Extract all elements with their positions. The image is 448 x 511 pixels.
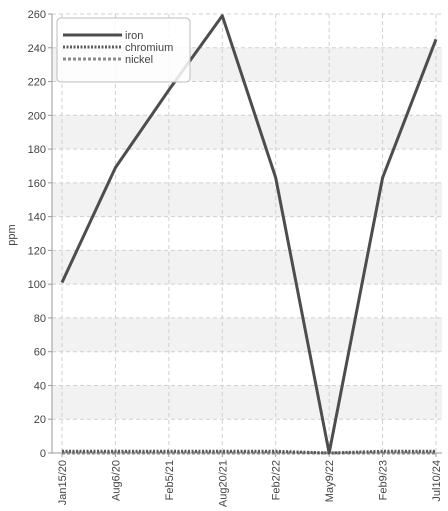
x-tick-label: Jan15/20 bbox=[57, 460, 69, 505]
grid-lines bbox=[52, 13, 442, 453]
y-tick-label: 100 bbox=[28, 279, 46, 291]
y-tick-label: 40 bbox=[34, 380, 46, 392]
grid-band bbox=[52, 182, 442, 217]
y-tick-label: 180 bbox=[28, 144, 46, 156]
y-tick-label: 160 bbox=[28, 178, 46, 190]
y-tick-label: 60 bbox=[34, 347, 46, 359]
x-tick-label: Aug6/20 bbox=[110, 460, 122, 501]
y-tick-label: 20 bbox=[34, 414, 46, 426]
x-tick-label: May9/22 bbox=[324, 460, 336, 502]
legend-label-chromium: chromium bbox=[125, 42, 173, 54]
series-line-chromium bbox=[62, 449, 436, 455]
series-lines bbox=[60, 14, 438, 455]
y-tick-label: 140 bbox=[28, 212, 46, 224]
legend-label-iron: iron bbox=[125, 30, 143, 42]
y-axis-label: ppm bbox=[6, 224, 18, 245]
y-tick-label: 220 bbox=[28, 77, 46, 89]
grid-band bbox=[52, 385, 442, 420]
y-tick-label: 200 bbox=[28, 110, 46, 122]
x-tick-label: Feb5/21 bbox=[164, 460, 176, 500]
grid-band bbox=[52, 250, 442, 285]
grid-band bbox=[52, 317, 442, 352]
legend-label-nickel: nickel bbox=[125, 54, 153, 66]
background-bands bbox=[52, 47, 442, 420]
x-tick-label: Feb9/23 bbox=[378, 460, 390, 500]
y-tick-label: 0 bbox=[40, 448, 46, 460]
y-tick-label: 240 bbox=[28, 43, 46, 55]
x-tick-label: Jul10/24 bbox=[431, 460, 443, 502]
x-axis: Jan15/20 Aug6/20 Feb5/21 Aug20/21 Feb2/22 May… bbox=[52, 452, 443, 507]
y-tick-label: 120 bbox=[28, 245, 46, 257]
series-line-iron bbox=[60, 14, 438, 455]
y-tick-label: 80 bbox=[34, 313, 46, 325]
x-tick-label: Aug20/21 bbox=[217, 460, 229, 507]
y-axis: 0 20 40 60 80 100 120 140 160 180 200 220 240 260 bbox=[28, 9, 53, 460]
grid-band bbox=[52, 115, 442, 150]
y-tick-label: 260 bbox=[28, 9, 46, 21]
x-tick-label: Feb2/22 bbox=[271, 460, 283, 500]
